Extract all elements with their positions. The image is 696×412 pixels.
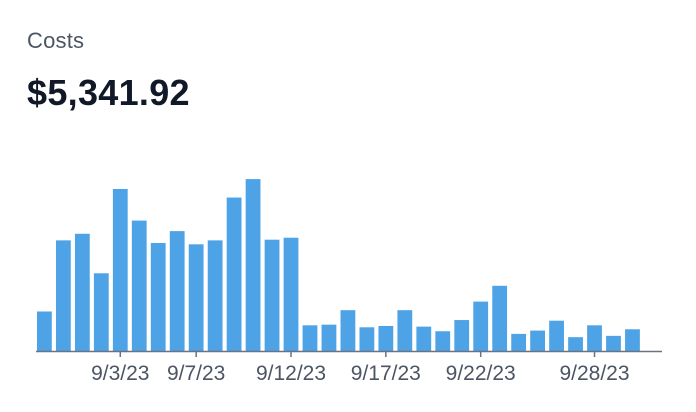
total-cost-value: $5,341.92 [27,72,190,113]
bar-9/29/23[interactable] [606,335,621,351]
bar-9/6/23[interactable] [169,231,185,351]
x-tick-label: 9/22/23 [446,362,516,385]
bar-9/1/23[interactable] [74,233,90,351]
bar-9/4/23[interactable] [131,220,147,351]
x-tick-label: 9/7/23 [167,362,225,385]
bar-9/3/23[interactable] [112,188,128,351]
bar-9/27/23[interactable] [568,337,583,351]
bar-9/11/23[interactable] [264,239,280,351]
bar-9/15/23[interactable] [340,310,356,351]
bar-9/2/23[interactable] [93,273,109,351]
bar-9/28/23[interactable] [587,325,602,351]
bar-9/26/23[interactable] [549,320,564,351]
bar-9/25/23[interactable] [530,330,546,351]
bar-9/18/23[interactable] [397,310,413,351]
card-title: Costs [27,28,85,53]
x-tick-label: 9/28/23 [559,362,629,385]
bar-9/19/23[interactable] [416,326,432,351]
bar-9/30/23[interactable] [625,329,640,351]
bar-8/30/23[interactable] [37,311,52,351]
bar-9/13/23[interactable] [302,325,318,351]
x-tick-label: 9/17/23 [351,362,421,385]
bar-9/21/23[interactable] [454,320,470,351]
bar-9/5/23[interactable] [150,242,166,351]
bar-9/8/23[interactable] [207,240,223,351]
bar-9/17/23[interactable] [378,325,394,351]
bar-9/24/23[interactable] [511,333,527,351]
x-tick-label: 9/3/23 [91,362,149,385]
bar-9/9/23[interactable] [226,197,242,351]
bar-9/23/23[interactable] [492,285,508,351]
x-tick-label: 9/12/23 [256,362,326,385]
bar-9/10/23[interactable] [245,179,261,351]
bar-9/20/23[interactable] [435,331,451,351]
bar-9/7/23[interactable] [188,244,204,351]
bar-9/22/23[interactable] [473,301,489,351]
bar-9/16/23[interactable] [359,327,375,351]
bar-9/14/23[interactable] [321,324,337,351]
bar-9/12/23[interactable] [283,237,299,351]
bar-8/31/23[interactable] [55,240,71,351]
